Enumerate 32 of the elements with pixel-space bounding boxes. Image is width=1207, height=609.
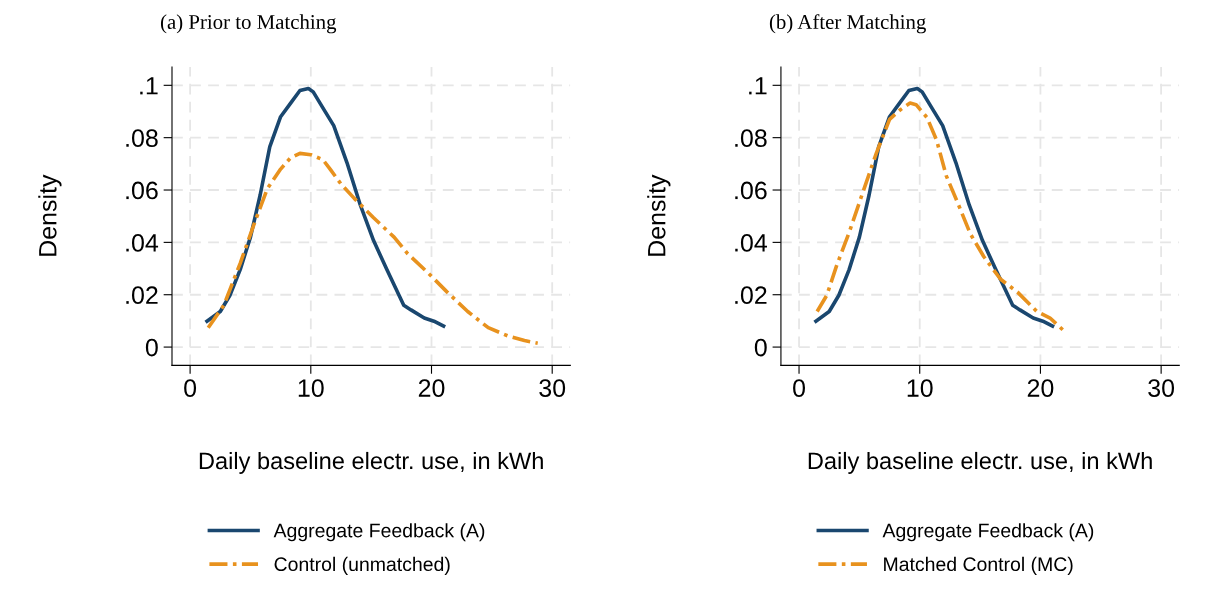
line-series [205,86,446,328]
x-tick-label: 20 [1027,379,1054,397]
y-tick-label: 0 [754,338,767,357]
y-tick-label: .1 [749,77,767,95]
y-axis-title: Density [647,174,671,256]
legend-label: Control (unmatched) [274,556,450,575]
x-axis-title: Daily baseline electr. use, in kWh [199,451,543,474]
y-tick-label: .02 [735,286,767,305]
x-axis-title: Daily baseline electr. use, in kWh [808,451,1152,474]
y-tick-label: .04 [735,233,768,252]
legend-label: Aggregate Feedback (A) [882,523,1094,542]
chart-title: (b) After Matching [769,14,926,34]
legend-label: Matched Control (MC) [884,556,1073,575]
y-tick-label: .06 [735,181,767,200]
x-tick-label: 30 [1148,379,1175,397]
y-tick-label: .06 [126,181,158,200]
x-tick-label: 30 [539,379,566,397]
x-tick-label: 20 [418,379,445,397]
x-tick-label: 10 [298,379,324,397]
y-tick-label: 0 [145,338,158,357]
line-series [206,151,540,345]
x-tick-label: 0 [793,379,806,397]
y-tick-label: .02 [126,286,158,305]
y-tick-label: .04 [126,233,159,252]
x-tick-label: 10 [907,379,933,397]
y-tick-label: .08 [735,129,767,147]
y-tick-label: .08 [126,129,158,147]
y-axis-title: Density [38,174,62,256]
legend-label: Aggregate Feedback (A) [273,523,485,542]
chart-title: (a) Prior to Matching [160,14,337,34]
y-tick-label: .1 [140,77,158,95]
x-tick-label: 0 [184,379,197,397]
